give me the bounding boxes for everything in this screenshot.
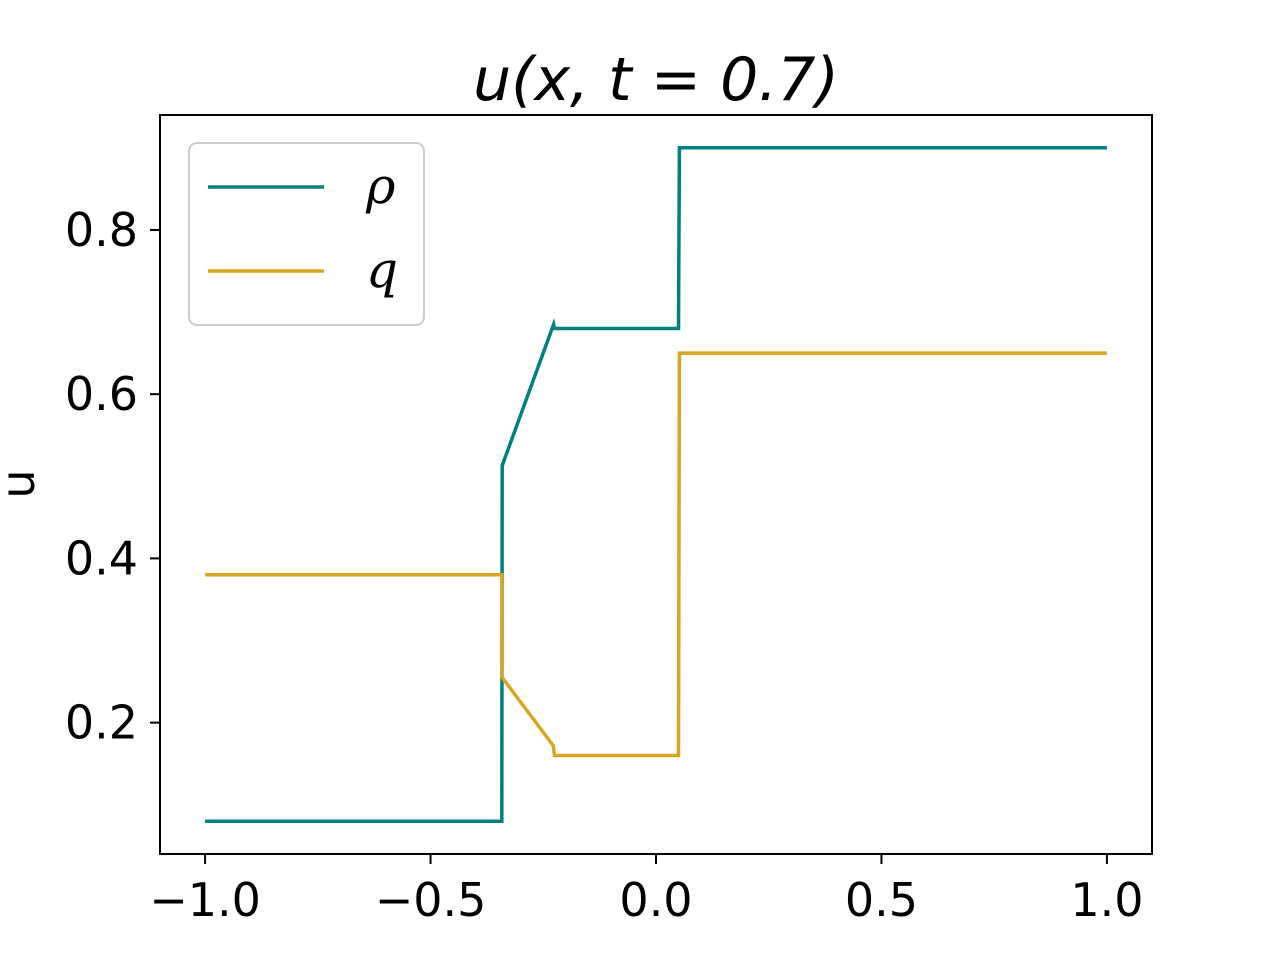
series-line-rho (205, 146, 1107, 823)
x-tick-label: 0.0 (619, 873, 692, 927)
legend: ρ q (188, 142, 425, 326)
y-tick-label: 0.6 (65, 367, 138, 421)
series-line-q (205, 351, 1107, 758)
y-tick-label: 0.8 (65, 203, 138, 257)
x-axis-label: x (642, 947, 669, 960)
y-tick-label: 0.2 (65, 696, 138, 750)
x-tick-label: −1.0 (149, 873, 261, 927)
x-tick-label: −0.5 (375, 873, 487, 927)
legend-label-q: q (366, 241, 398, 299)
chart-title: u(x, t = 0.7) (473, 45, 839, 115)
x-tick-label: 0.5 (845, 873, 918, 927)
y-axis-label: u (0, 469, 45, 498)
y-tick-label: 0.4 (65, 531, 138, 585)
x-tick-label: 1.0 (1070, 873, 1143, 927)
legend-label-rho: ρ (365, 157, 396, 215)
